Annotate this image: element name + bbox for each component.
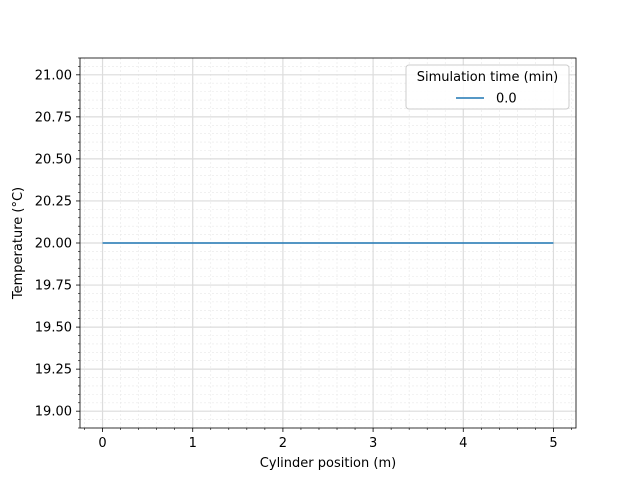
x-tick-label: 4 — [459, 436, 467, 451]
y-tick-label: 19.25 — [35, 363, 72, 378]
y-tick-label: 21.00 — [35, 68, 72, 83]
y-tick-label: 20.75 — [35, 110, 72, 125]
x-tick-label: 0 — [98, 436, 106, 451]
legend-title: Simulation time (min) — [417, 70, 559, 85]
y-tick-label: 19.75 — [35, 279, 72, 294]
x-tick-label: 2 — [279, 436, 287, 451]
legend: Simulation time (min) 0.0 — [405, 64, 570, 110]
y-tick-label: 20.50 — [35, 152, 72, 167]
legend-entries: 0.0 — [456, 92, 517, 107]
x-tick-label: 5 — [549, 436, 557, 451]
y-tick-label: 20.25 — [35, 194, 72, 209]
x-tick-label: 1 — [189, 436, 197, 451]
y-tick-label: 20.00 — [35, 237, 72, 252]
x-axis-title: Cylinder position (m) — [260, 456, 396, 471]
x-axis-ticks: 0 1 2 3 4 5 — [84, 428, 572, 451]
legend-label: 0.0 — [496, 92, 517, 107]
y-tick-label: 19.00 — [35, 405, 72, 420]
y-axis-title: Temperature (°C) — [11, 187, 26, 300]
y-tick-label: 19.50 — [35, 321, 72, 336]
legend-box — [405, 64, 570, 110]
y-axis-ticks: 19.00 19.25 19.50 19.75 20.00 20.25 20.50 20.75… — [35, 57, 80, 429]
x-tick-label: 3 — [369, 436, 377, 451]
